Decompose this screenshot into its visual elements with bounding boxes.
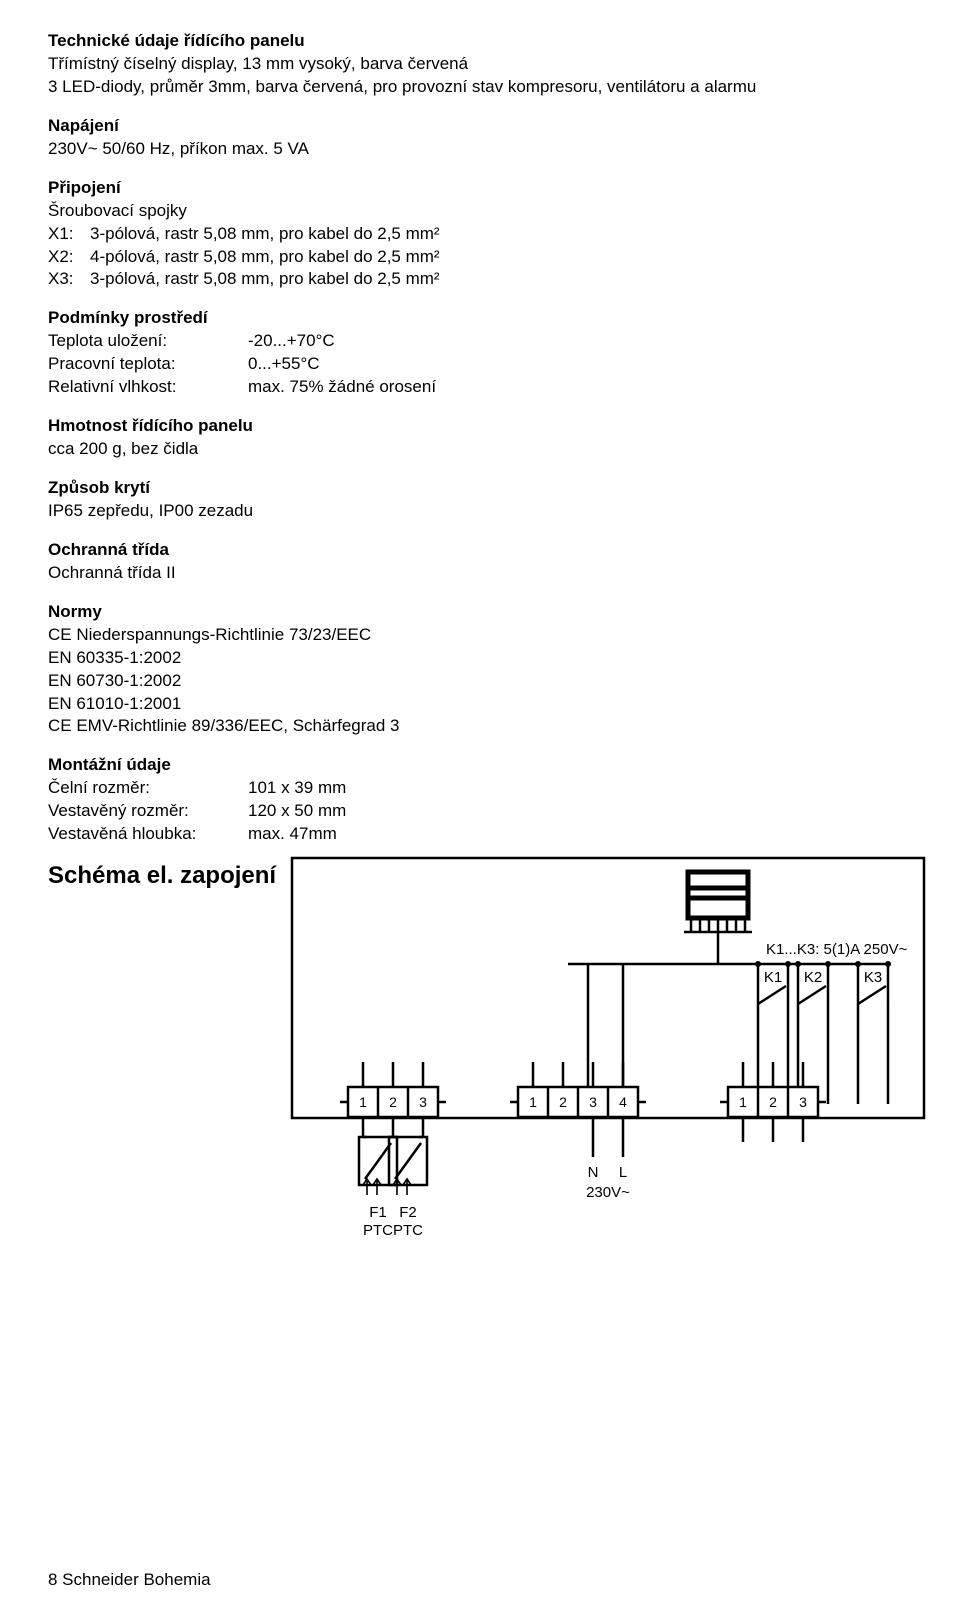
mount-key-2: Vestavěná hloubka: [48, 823, 248, 846]
env-val-2: max. 75% žádné orosení [248, 376, 436, 399]
svg-text:1: 1 [529, 1094, 537, 1110]
mount-val-0: 101 x 39 mm [248, 777, 346, 800]
svg-text:F2: F2 [399, 1204, 417, 1221]
power-line: 230V~ 50/60 Hz, příkon max. 5 VA [48, 138, 912, 161]
norms-heading: Normy [48, 601, 912, 624]
env-row-1: Pracovní teplota: 0...+55°C [48, 353, 912, 376]
ip-heading: Způsob krytí [48, 477, 912, 500]
conn-row-0: X1: 3-pólová, rastr 5,08 mm, pro kabel d… [48, 223, 912, 246]
svg-text:2: 2 [389, 1094, 397, 1110]
mount-key-1: Vestavěný rozměr: [48, 800, 248, 823]
norms-line-4: CE EMV-Richtlinie 89/336/EEC, Schärfegra… [48, 715, 912, 738]
mount-val-2: max. 47mm [248, 823, 337, 846]
mount-heading: Montážní údaje [48, 754, 912, 777]
mass-heading: Hmotnost řídícího panelu [48, 415, 912, 438]
svg-text:PTC: PTC [393, 1222, 423, 1239]
conn-sub: Šroubovací spojky [48, 200, 912, 223]
protclass-heading: Ochranná třída [48, 539, 912, 562]
tech-line2: 3 LED-diody, průměr 3mm, barva červená, … [48, 76, 912, 99]
conn-val-2: 3-pólová, rastr 5,08 mm, pro kabel do 2,… [90, 268, 440, 291]
norms-line-1: EN 60335-1:2002 [48, 647, 912, 670]
conn-heading: Připojení [48, 177, 912, 200]
conn-row-1: X2: 4-pólová, rastr 5,08 mm, pro kabel d… [48, 246, 912, 269]
mount-row-2: Vestavěná hloubka: max. 47mm [48, 823, 912, 846]
svg-text:2: 2 [769, 1094, 777, 1110]
tech-heading: Technické údaje řídícího panelu [48, 30, 912, 53]
env-key-2: Relativní vlhkost: [48, 376, 248, 399]
svg-text:N: N [588, 1164, 599, 1181]
env-key-0: Teplota uložení: [48, 330, 248, 353]
tech-line1: Třímístný číselný display, 13 mm vysoký,… [48, 53, 912, 76]
svg-text:K1...K3: 5(1)A 250V~: K1...K3: 5(1)A 250V~ [766, 941, 908, 958]
conn-val-0: 3-pólová, rastr 5,08 mm, pro kabel do 2,… [90, 223, 440, 246]
mount-row-1: Vestavěný rozměr: 120 x 50 mm [48, 800, 912, 823]
env-val-1: 0...+55°C [248, 353, 320, 376]
mount-val-1: 120 x 50 mm [248, 800, 346, 823]
svg-text:K3: K3 [864, 969, 882, 986]
env-key-1: Pracovní teplota: [48, 353, 248, 376]
power-heading: Napájení [48, 115, 912, 138]
svg-text:3: 3 [589, 1094, 597, 1110]
env-val-0: -20...+70°C [248, 330, 335, 353]
svg-text:4: 4 [619, 1094, 627, 1110]
svg-text:1: 1 [359, 1094, 367, 1110]
svg-text:1: 1 [739, 1094, 747, 1110]
svg-text:F1: F1 [369, 1204, 387, 1221]
mount-row-0: Čelní rozměr: 101 x 39 mm [48, 777, 912, 800]
conn-key-1: X2: [48, 246, 90, 269]
protclass-line: Ochranná třída II [48, 562, 912, 585]
svg-text:L: L [619, 1164, 627, 1181]
page-footer: 8 Schneider Bohemia [48, 1570, 211, 1590]
conn-key-2: X3: [48, 268, 90, 291]
schematic-diagram: K1...K3: 5(1)A 250V~K1K2K31231234123F1PT… [288, 854, 912, 1264]
conn-val-1: 4-pólová, rastr 5,08 mm, pro kabel do 2,… [90, 246, 440, 269]
svg-text:K2: K2 [804, 969, 822, 986]
mass-line: cca 200 g, bez čidla [48, 438, 912, 461]
norms-line-3: EN 61010-1:2001 [48, 693, 912, 716]
norms-line-0: CE Niederspannungs-Richtlinie 73/23/EEC [48, 624, 912, 647]
conn-key-0: X1: [48, 223, 90, 246]
mount-key-0: Čelní rozměr: [48, 777, 248, 800]
svg-text:3: 3 [419, 1094, 427, 1110]
env-row-0: Teplota uložení: -20...+70°C [48, 330, 912, 353]
svg-text:230V~: 230V~ [586, 1184, 630, 1201]
ip-line: IP65 zepředu, IP00 zezadu [48, 500, 912, 523]
norms-line-2: EN 60730-1:2002 [48, 670, 912, 693]
svg-text:PTC: PTC [363, 1222, 393, 1239]
svg-text:K1: K1 [764, 969, 782, 986]
svg-text:2: 2 [559, 1094, 567, 1110]
svg-text:3: 3 [799, 1094, 807, 1110]
env-heading: Podmínky prostředí [48, 307, 912, 330]
conn-row-2: X3: 3-pólová, rastr 5,08 mm, pro kabel d… [48, 268, 912, 291]
env-row-2: Relativní vlhkost: max. 75% žádné orosen… [48, 376, 912, 399]
